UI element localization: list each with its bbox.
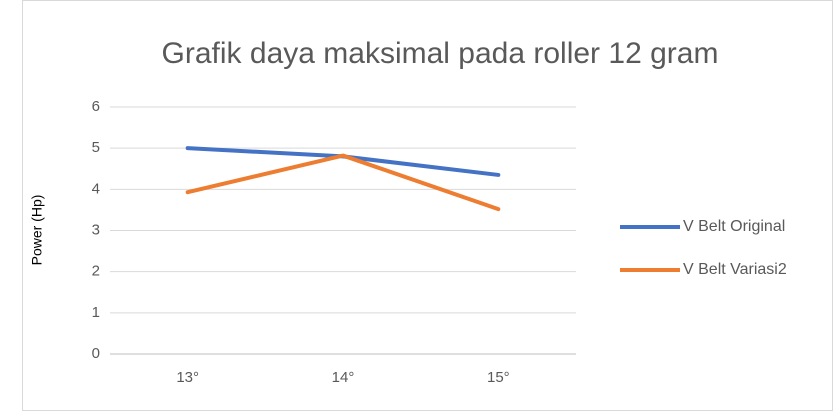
legend-label: V Belt Variasi2 <box>683 261 787 278</box>
y-axis-label: Power (Hp) <box>29 195 45 266</box>
y-tick-label: 2 <box>92 263 100 280</box>
x-tick-label: 15° <box>487 369 510 386</box>
chart-title: Grafik daya maksimal pada roller 12 gram <box>162 37 719 70</box>
y-tick-label: 3 <box>92 221 100 238</box>
x-tick-label: 13° <box>176 369 199 386</box>
legend-label: V Belt Original <box>683 218 785 235</box>
y-tick-label: 0 <box>92 345 100 362</box>
y-tick-label: 4 <box>92 180 100 197</box>
x-tick-label: 14° <box>332 369 355 386</box>
y-tick-label: 6 <box>92 98 100 115</box>
series-line <box>185 153 501 212</box>
chart-frame <box>22 0 833 411</box>
y-tick-label: 1 <box>92 304 100 321</box>
y-tick-label: 5 <box>92 139 100 156</box>
